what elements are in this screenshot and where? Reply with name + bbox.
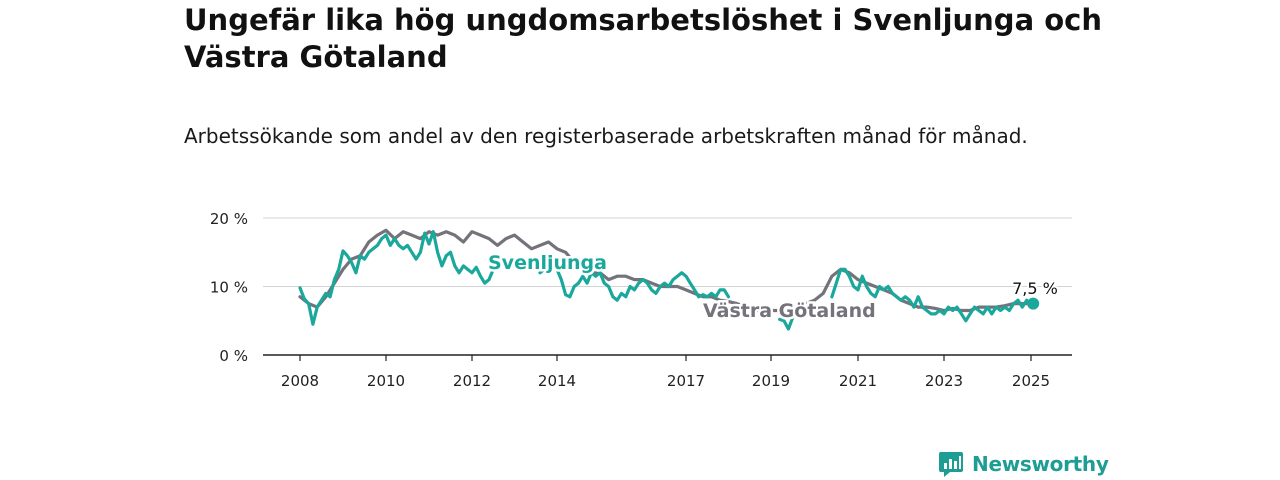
x-tick-label: 2025 [1012,372,1050,390]
series-line-vastra-gotaland [298,228,1033,313]
series-labels: Svenljunga Västra Götaland 7,5 % [486,250,1060,325]
brand-name: Newsworthy [972,452,1109,476]
end-point-marker [1027,297,1040,310]
x-tick-label: 2014 [538,372,576,390]
y-tick-label: 10 % [210,279,248,297]
chart-title: Ungefär lika hög ungdomsarbetslöshet i S… [184,3,1102,74]
series-label-svenljunga: Svenljunga [488,252,607,274]
y-tick-label: 0 % [219,347,248,365]
series-lines [298,228,1040,331]
series-label-vastra-gotaland: Västra Götaland [703,300,876,322]
y-axis-ticks: 0 % 10 % 20 % [210,210,248,365]
series-line-svenljunga-1 [298,230,495,326]
x-tick-label: 2021 [839,372,877,390]
series-line-svenljunga-3 [778,315,795,331]
x-tick-label: 2012 [453,372,491,390]
x-axis: 2008 2010 2012 2014 2017 2019 2021 2023 2025 [263,354,1072,390]
end-value-label: 7,5 % [1012,279,1058,298]
chart-subtitle: Arbetssökande som andel av den registerb… [184,124,1028,148]
grid-lines [263,217,1072,287]
x-tick-label: 2017 [667,372,705,390]
newsworthy-icon [939,452,963,477]
series-line-svenljunga-4 [830,267,1035,323]
y-tick-label: 20 % [210,210,248,228]
x-tick-label: 2019 [752,372,790,390]
newsworthy-logo: Newsworthy [938,450,1109,478]
series-line-svenljunga-2 [538,257,731,302]
line-chart: 0 % 10 % 20 % 2008 2010 2012 2014 2017 2019 2021… [210,210,1072,390]
x-tick-label: 2023 [925,372,963,390]
x-tick-label: 2010 [367,372,405,390]
x-tick-label: 2008 [281,372,319,390]
